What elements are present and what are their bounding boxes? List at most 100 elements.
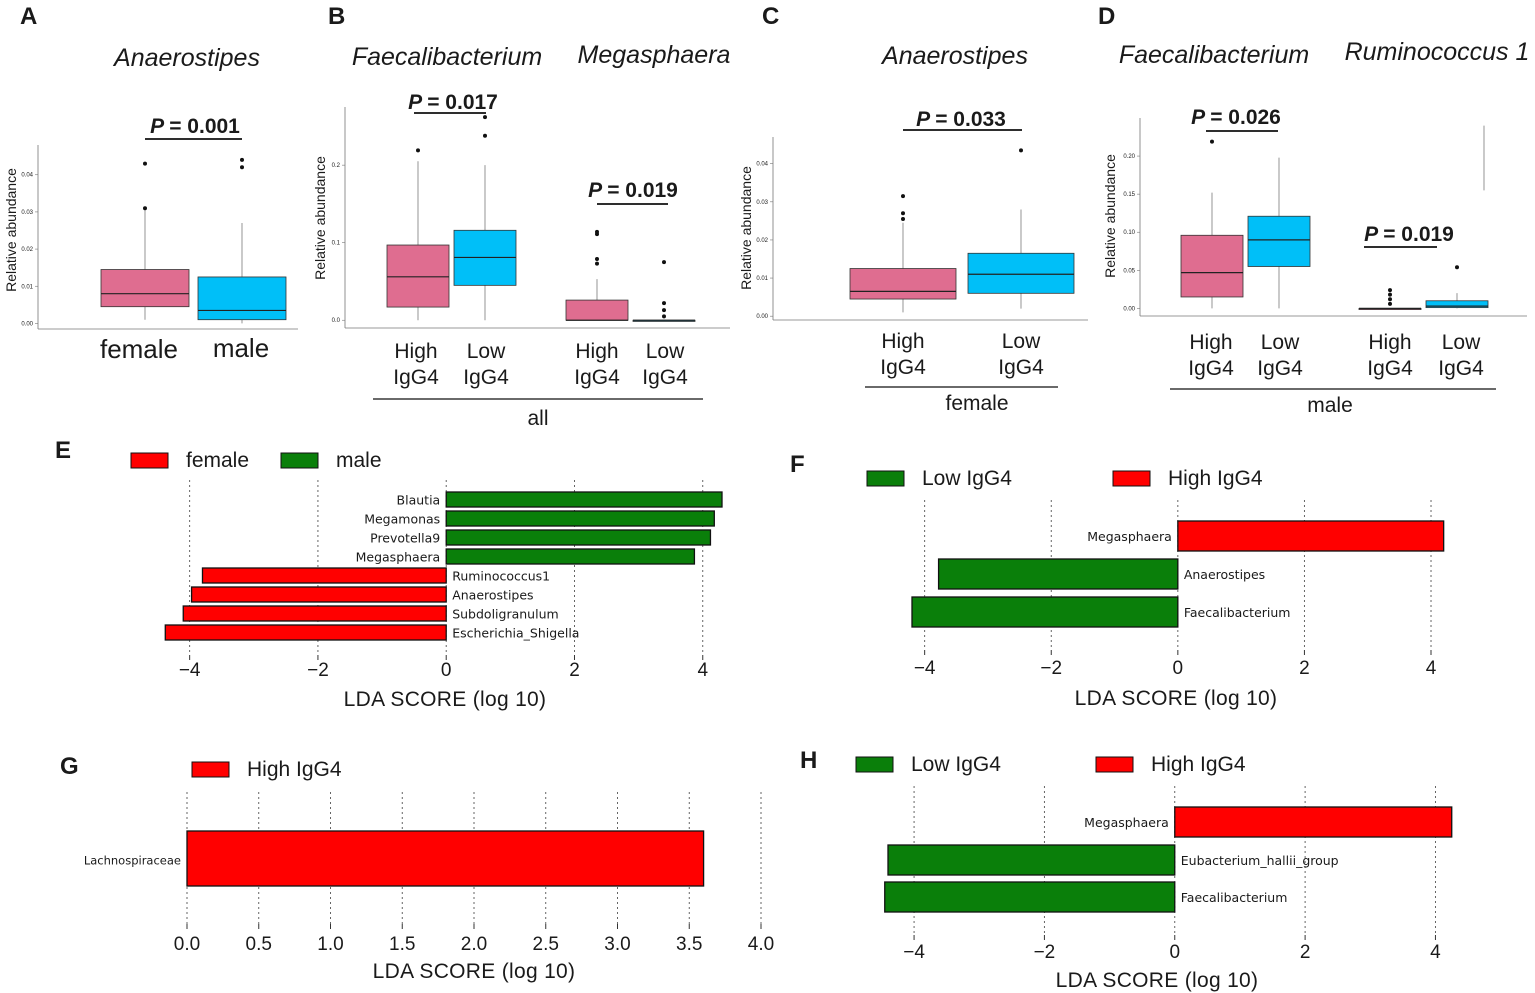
outlier-point: [662, 308, 666, 313]
x-label-igg4: IgG4: [574, 366, 620, 389]
group-label-male: male: [1307, 394, 1353, 417]
y-axis-label: Relative abundance: [3, 168, 19, 292]
y-axis-label: Relative abundance: [312, 156, 328, 280]
x-label-igg4: IgG4: [1438, 357, 1484, 380]
panel-letter-f: F: [790, 451, 805, 478]
y-tick-label: 0.00: [21, 321, 33, 327]
panel-letter-c: C: [762, 3, 779, 30]
lda-bar-subdoligranulum: [182, 605, 447, 622]
x-axis-label: LDA SCORE (log 10): [344, 688, 547, 711]
y-tick-label: 0.05: [1123, 268, 1135, 274]
x-tick-label: 2.0: [461, 934, 487, 955]
legend-swatch-red: [1095, 756, 1134, 773]
x-label-high: High: [881, 330, 924, 353]
x-tick-label: −2: [1040, 658, 1062, 679]
outlier-point: [240, 165, 244, 170]
x-label-high: High: [1368, 331, 1411, 354]
panel-letter-b: B: [328, 3, 345, 30]
lda-bar-megasphaera: [1174, 806, 1453, 838]
x-tick-label: 0: [1173, 658, 1184, 679]
lda-bar-megasphaera: [445, 548, 696, 565]
x-tick-label: 2: [569, 660, 580, 681]
bar-label: Ruminococcus1: [452, 569, 550, 584]
outlier-point: [1019, 148, 1023, 153]
x-tick-label: 4: [1430, 942, 1441, 963]
legend-label: male: [336, 449, 382, 472]
x-label-low: Low: [1261, 331, 1300, 354]
bar-label: Escherichia_Shigella: [452, 626, 579, 641]
x-tick-label: −4: [179, 660, 201, 681]
title-anaerostipes-c: Anaerostipes: [880, 42, 1028, 70]
lda-bar-faecalibacterium: [911, 596, 1179, 628]
box-pink: [849, 268, 957, 300]
lda-bar-faecalibacterium: [884, 881, 1176, 913]
outlier-point: [662, 260, 666, 265]
y-tick-label: 0.03: [21, 210, 33, 216]
outlier-point: [1388, 297, 1392, 302]
x-tick-label: −2: [1034, 942, 1056, 963]
bar-label: Lachnospiraceae: [84, 854, 181, 868]
bar-label: Faecalibacterium: [1181, 890, 1288, 905]
lda-bar-escherichia-shigella: [164, 624, 447, 641]
legend-swatch-red: [191, 761, 230, 778]
y-axis-label: Relative abundance: [738, 166, 754, 290]
box-cyan: [197, 276, 287, 321]
panel-letter-h: H: [800, 747, 817, 774]
title-anaerostipes: Anaerostipes: [112, 44, 260, 72]
bar-label: Megasphaera: [356, 550, 441, 565]
lda-bar-anaerostipes: [190, 586, 447, 603]
x-label-female: female: [100, 334, 178, 364]
outlier-point: [483, 133, 487, 138]
outlier-point: [143, 161, 147, 166]
outlier-point: [1210, 139, 1214, 144]
outlier-point: [1388, 301, 1392, 306]
box-pink: [100, 269, 190, 308]
legend-label: Low IgG4: [922, 467, 1012, 490]
title-megasphaera: Megasphaera: [578, 41, 731, 69]
x-label-male: male: [213, 333, 269, 363]
title-ruminococcus1: Ruminococcus 1: [1345, 38, 1530, 66]
panel-letter-d: D: [1098, 3, 1115, 30]
y-tick-label: 0.04: [756, 162, 768, 168]
x-label-high: High: [1189, 331, 1232, 354]
x-tick-label: 4: [697, 660, 708, 681]
x-label-low: Low: [467, 340, 506, 363]
legend-swatch-red: [1112, 470, 1151, 487]
bar-label: Prevotella9: [370, 531, 440, 546]
lda-bar-eubacterium-hallii-group: [887, 844, 1176, 876]
x-label-igg4: IgG4: [1257, 357, 1303, 380]
legend-swatch-green: [855, 756, 894, 773]
p-value-b1: P = 0.017: [408, 91, 498, 114]
bar-label: Anaerostipes: [1184, 567, 1265, 582]
outlier-point: [595, 261, 599, 266]
x-axis-label: LDA SCORE (log 10): [1075, 687, 1278, 710]
box-cyan: [1425, 300, 1489, 309]
lda-bar-ruminococcus1: [201, 567, 447, 584]
x-tick-label: 0.0: [174, 934, 200, 955]
y-tick-label: 0.0: [332, 318, 341, 324]
p-value-b2: P = 0.019: [588, 179, 678, 202]
legend-label: female: [186, 449, 249, 472]
box-pink: [1180, 234, 1244, 298]
x-tick-label: −4: [903, 942, 925, 963]
bar-label: Eubacterium_hallii_group: [1181, 853, 1339, 868]
x-label-high: High: [394, 340, 437, 363]
outlier-point: [143, 206, 147, 211]
group-label-all: all: [527, 407, 548, 430]
x-tick-label: 0: [441, 660, 452, 681]
panel-letter-e: E: [55, 437, 71, 464]
panel-letter-a: A: [20, 3, 37, 30]
y-tick-label: 0.20: [1123, 154, 1135, 160]
x-label-low: Low: [646, 340, 685, 363]
x-tick-label: 4: [1426, 658, 1437, 679]
outlier-point: [416, 148, 420, 153]
bar-label: Megamonas: [364, 512, 440, 527]
title-faecalibacterium-d: Faecalibacterium: [1119, 41, 1309, 69]
x-tick-label: 0: [1169, 942, 1180, 963]
y-tick-label: 0.15: [1123, 192, 1135, 198]
outlier-point: [901, 211, 905, 216]
bar-label: Faecalibacterium: [1184, 605, 1291, 620]
p-value-d2: P = 0.019: [1364, 223, 1454, 246]
group-label-female: female: [945, 392, 1008, 415]
